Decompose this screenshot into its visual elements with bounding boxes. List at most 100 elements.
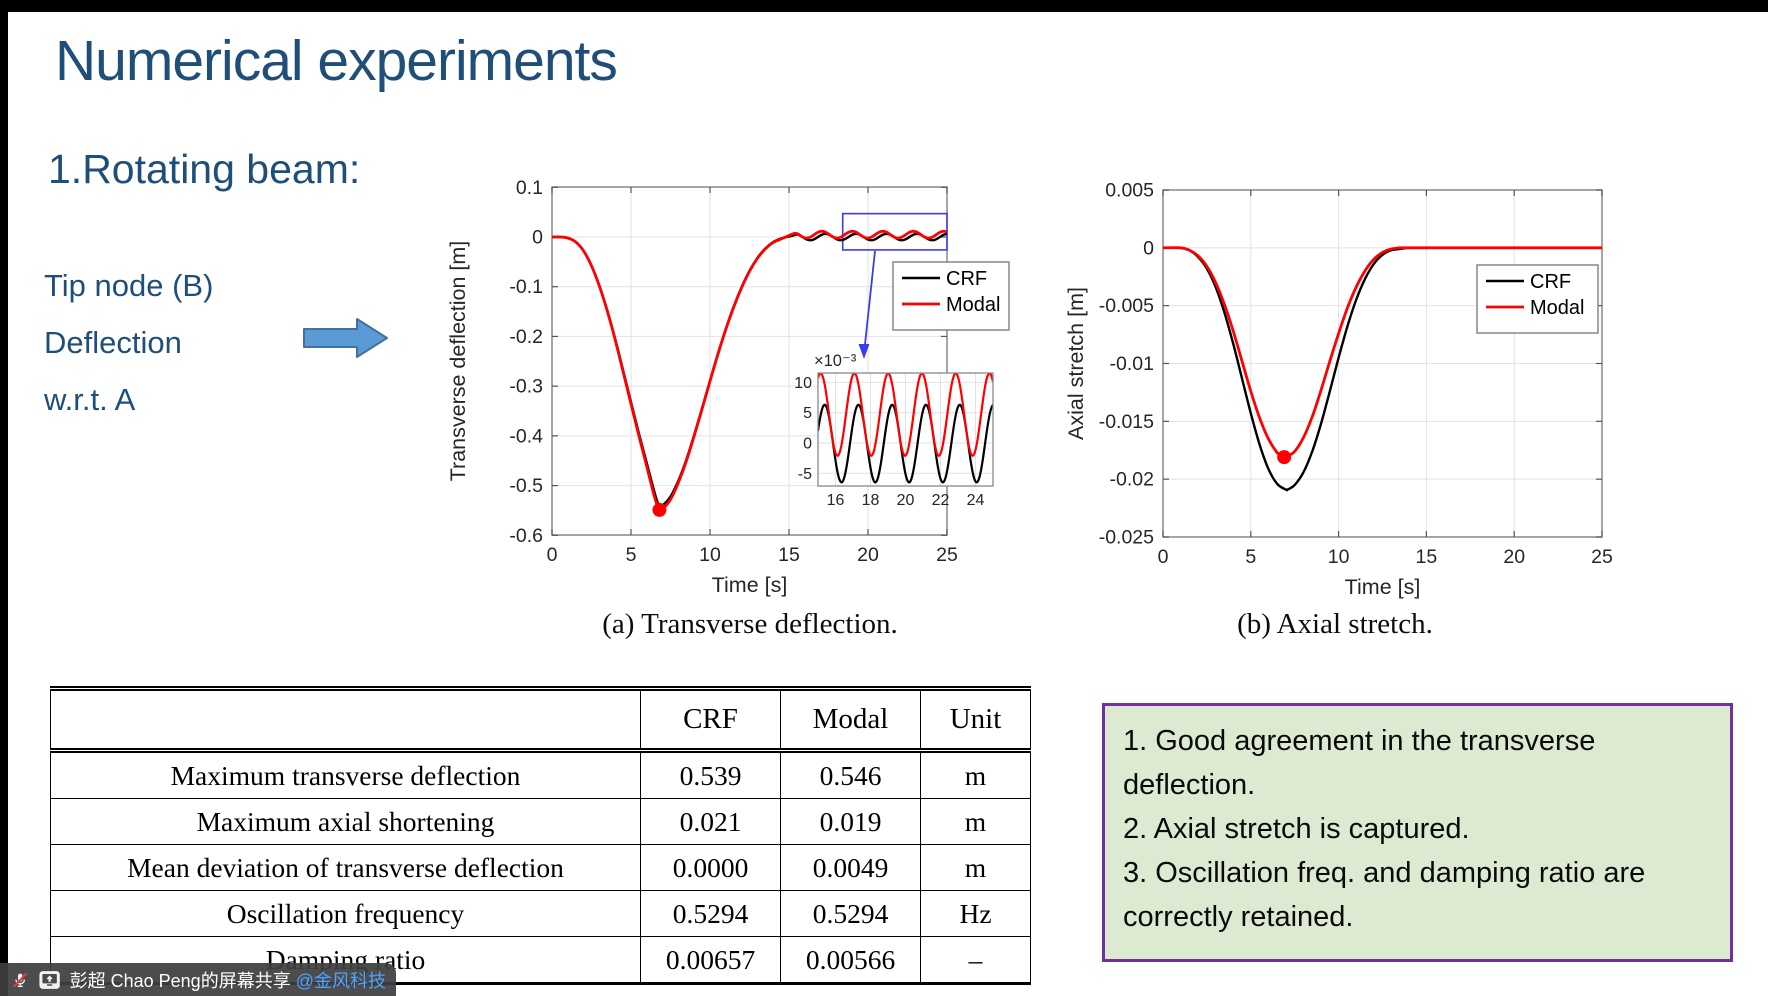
chart-b-ytick: -0.02 [1110, 469, 1154, 491]
chart-a-ylabel: Transverse deflection [m] [446, 241, 470, 482]
chart-a-xlabel: Time [s] [712, 573, 788, 597]
table-row: Maximum transverse deflection 0.539 0.546 m [50, 750, 1031, 799]
mic-muted-icon [13, 972, 28, 987]
zoom-annotation-arrow-line [863, 250, 876, 350]
inset-border [817, 372, 994, 487]
chart-a-ytick: -0.4 [509, 425, 543, 447]
chart-a-tick-labels: 0 5 10 15 20 25 0.1 0 -0.1 -0.2 -0.3 -0.4 -0.5 -0.6 [509, 177, 958, 566]
zoom-annotation-rect [841, 212, 948, 251]
row-value: 0.021 [640, 798, 781, 845]
chart-a-ytick: -0.3 [509, 376, 543, 398]
chart-a-legend: CRF Modal [892, 261, 1010, 331]
row-value: 0.5294 [780, 890, 921, 937]
left-panel-item: Deflection [44, 325, 182, 360]
note-line: 2. Axial stretch is captured. [1123, 813, 1470, 845]
chart-b-ytick: -0.005 [1099, 295, 1154, 317]
left-panel-item: Tip node (B) [44, 268, 214, 303]
chart-a-ytick: -0.6 [509, 525, 543, 547]
inset-ytick: 10 [794, 375, 812, 392]
row-value: 0.539 [640, 750, 781, 799]
table-header-crf: CRF [640, 688, 781, 753]
table-header-row: CRF Modal Unit [50, 688, 1031, 753]
row-label: Maximum axial shortening [50, 798, 641, 845]
chart-b-xtick: 20 [1503, 546, 1525, 568]
row-value: m [920, 750, 1031, 799]
table-row: Oscillation frequency 0.5294 0.5294 Hz [50, 890, 1031, 937]
legend-label-modal: Modal [946, 294, 1000, 316]
chart-b-legend: CRF Modal [1476, 264, 1599, 334]
chart-b-xtick: 10 [1328, 546, 1350, 568]
chart-a-xtick: 20 [857, 544, 879, 566]
flow-arrow-icon [303, 318, 388, 358]
figure-caption-b: (b) Axial stretch. [1237, 608, 1433, 640]
row-value: 0.00566 [780, 936, 921, 984]
chart-a-ytick: 0 [532, 227, 543, 249]
left-panel-items: Tip node (B) Deflection w.r.t. A [44, 268, 213, 439]
screen-share-icon [39, 970, 61, 989]
legend-label-crf: CRF [1530, 271, 1571, 293]
chart-b-xtick: 5 [1245, 546, 1256, 568]
chart-a-ytick: 0.1 [516, 177, 543, 199]
chart-a-xtick: 10 [699, 544, 721, 566]
figure-caption-a: (a) Transverse deflection. [602, 608, 898, 640]
row-label: Oscillation frequency [50, 890, 641, 937]
row-value: 0.5294 [640, 890, 781, 937]
row-label: Maximum transverse deflection [50, 750, 641, 799]
chart-b-xtick: 15 [1416, 546, 1438, 568]
chart-b-ytick: -0.01 [1110, 353, 1154, 375]
chart-a-ytick: -0.2 [509, 326, 543, 348]
chart-b-xtick: 25 [1591, 546, 1613, 568]
inset-ytick: 5 [803, 405, 812, 422]
table-header-unit: Unit [920, 688, 1031, 753]
inset-xtick: 24 [967, 492, 985, 509]
chart-a-min-marker-dot [652, 502, 667, 517]
chart-b-tick-labels: 0 5 10 15 20 25 0.005 0 -0.005 -0.01 -0.015 -0.02 -0… [1099, 179, 1613, 568]
chart-a-xtick: 5 [626, 544, 637, 566]
table-header-modal: Modal [780, 688, 921, 753]
section-heading: 1.Rotating beam: [48, 146, 361, 192]
row-value: m [920, 798, 1031, 845]
chart-b-ytick: -0.015 [1099, 411, 1154, 433]
window-top-edge [0, 0, 1768, 12]
chart-b-curves [1163, 246, 1602, 492]
chart-b-xlabel: Time [s] [1345, 575, 1421, 599]
sharer-mention: @金风科技 [295, 970, 386, 991]
chart-a-xtick: 0 [547, 544, 558, 566]
table-row: Maximum axial shortening 0.021 0.019 m [50, 798, 1031, 845]
inset-ytick: -5 [798, 466, 812, 483]
chart-a-curves [552, 229, 947, 513]
inset-xtick: 20 [897, 492, 915, 509]
chart-b-ytick: 0 [1143, 237, 1154, 259]
chart-b-xtick: 0 [1158, 546, 1169, 568]
chart-b-grid [1162, 189, 1603, 538]
legend-label-crf: CRF [946, 268, 987, 290]
chart-b-ylabel: Axial stretch [m] [1064, 287, 1088, 440]
inset-ytick: 0 [803, 436, 812, 453]
chart-transverse-deflection: 0 5 10 15 20 25 0.1 0 -0.1 -0.2 -0.3 -0.4 -0.5 -0.6 Ti… [446, 177, 1010, 597]
row-value: m [920, 844, 1031, 891]
inset-curve-modal [818, 373, 993, 457]
table-row: Mean deviation of transverse deflection 0… [50, 844, 1031, 891]
row-label: Mean deviation of transverse deflection [50, 844, 641, 891]
chart-a-inset: 16 18 20 22 24 10 5 0 -5 ×10⁻³ [794, 352, 994, 509]
window-left-edge [0, 0, 8, 996]
row-value: 0.0000 [640, 844, 781, 891]
chart-b-min-marker-dot [1277, 450, 1292, 465]
row-value: Hz [920, 890, 1031, 937]
chart-b-ytick: 0.005 [1105, 179, 1154, 201]
inset-xtick: 22 [932, 492, 950, 509]
chart-a-ytick: -0.5 [509, 475, 543, 497]
note-line: 3. Oscillation freq. and damping ratio a… [1123, 857, 1646, 933]
chart-a-curve-modal [552, 229, 947, 513]
chart-a-xtick: 15 [778, 544, 800, 566]
zoom-annotation-arrowhead [858, 344, 870, 359]
chart-a-ytick: -0.1 [509, 276, 543, 298]
slide-title: Numerical experiments [55, 29, 618, 93]
chart-a-xtick: 25 [936, 544, 958, 566]
share-bar-text: 彭超 Chao Peng的屏幕共享 @金风科技 [70, 967, 386, 993]
row-value: 0.019 [780, 798, 921, 845]
sharer-name: 彭超 Chao Peng的屏幕共享 [69, 970, 291, 991]
row-value: 0.546 [780, 750, 921, 799]
